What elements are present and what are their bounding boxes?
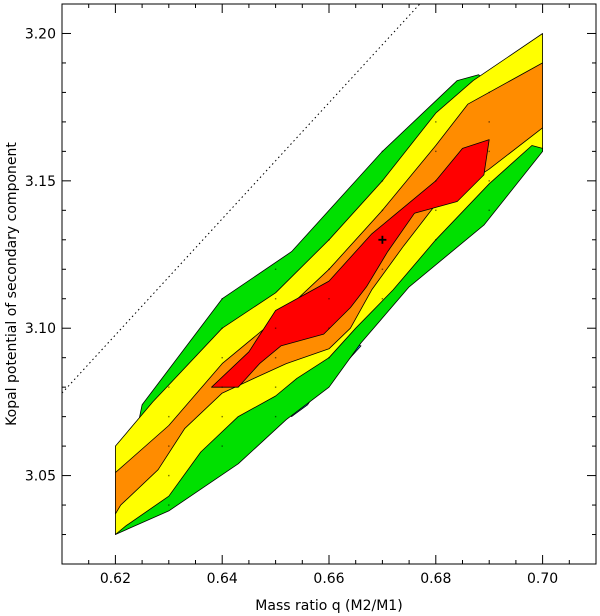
x-tick-label: 0.70	[527, 571, 558, 587]
x-tick-label: 0.68	[420, 571, 451, 587]
grid-point	[221, 445, 223, 447]
grid-point	[274, 268, 277, 270]
grid-point	[381, 150, 384, 153]
grid-point	[274, 415, 277, 418]
grid-point	[168, 474, 170, 477]
y-tick-label: 3.20	[25, 26, 56, 42]
x-tick-label: 0.66	[313, 571, 344, 587]
contour-level-5	[211, 139, 490, 388]
grid-point	[328, 327, 330, 329]
grid-point	[435, 239, 437, 241]
grid-point	[488, 180, 490, 182]
grid-point	[328, 268, 330, 270]
contour-fills	[115, 33, 543, 535]
grid-point	[221, 298, 223, 300]
grid-point	[381, 180, 384, 182]
grid-point	[168, 445, 170, 447]
grid-point	[435, 121, 437, 123]
grid-point	[328, 298, 330, 300]
grid-point	[274, 356, 277, 359]
grid-point	[488, 91, 490, 94]
grid-point	[221, 356, 223, 359]
y-axis-title: Kopal potential of secondary component	[4, 142, 20, 426]
x-axis-title: Mass ratio q (M2/M1)	[255, 598, 402, 614]
y-tick-label: 3.15	[25, 174, 56, 190]
best-fit-marker	[378, 235, 387, 244]
grid-point	[328, 356, 330, 359]
grid-point	[168, 504, 170, 506]
grid-point	[488, 121, 490, 123]
grid-point	[274, 327, 277, 329]
grid-point	[435, 150, 437, 153]
grid-point	[221, 386, 223, 388]
grid-point	[274, 386, 277, 388]
tick-labels: 0.62 0.64 0.66 0.68 0.70 3.05 3.10 3.15 3.20	[25, 26, 558, 587]
grid-point	[435, 180, 437, 182]
grid-point	[328, 239, 330, 241]
x-tick-label: 0.64	[207, 571, 238, 587]
grid-point	[221, 415, 223, 418]
grid-point	[274, 298, 277, 300]
grid-point	[381, 298, 384, 300]
grid-point	[168, 415, 170, 418]
axis-ticks	[62, 4, 596, 564]
y-tick-label: 3.05	[25, 469, 56, 485]
x-tick-label: 0.62	[100, 571, 131, 587]
grid-point	[221, 327, 223, 329]
grid-point	[435, 209, 437, 212]
grid-point	[488, 209, 490, 212]
grid-point	[381, 209, 384, 212]
grid-point	[488, 150, 490, 153]
grid-point	[381, 268, 384, 270]
y-tick-label: 3.10	[25, 321, 56, 337]
grid-point	[168, 386, 170, 388]
